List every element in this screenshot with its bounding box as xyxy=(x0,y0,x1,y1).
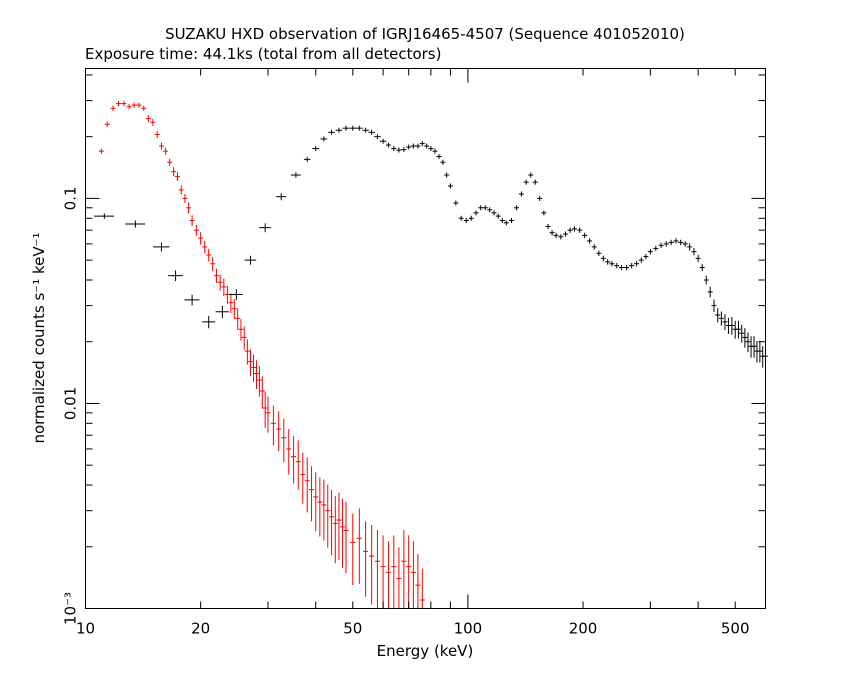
y-tick-label: 0.01 xyxy=(62,387,80,420)
chart-title: SUZAKU HXD observation of IGRJ16465-4507… xyxy=(165,25,685,43)
axes-layer: 10 20 50 100 200 500 0.1 0.01 10⁻³ xyxy=(62,68,766,638)
chart-subtitle: Exposure time: 44.1ks (total from all de… xyxy=(85,45,441,63)
y-tick-label: 0.1 xyxy=(62,186,80,210)
x-tick-label: 200 xyxy=(569,620,598,638)
x-tick-label: 500 xyxy=(721,620,750,638)
x-axis-label: Energy (keV) xyxy=(377,642,474,660)
x-tick-label: 100 xyxy=(454,620,483,638)
x-tick-label: 20 xyxy=(191,620,210,638)
y-axis-label: normalized counts s⁻¹ keV⁻¹ xyxy=(30,232,48,443)
x-tick-label: 10 xyxy=(76,620,95,638)
series-gso xyxy=(94,125,768,368)
plot-frame xyxy=(85,68,766,609)
x-tick-label: 50 xyxy=(343,620,362,638)
series-pin xyxy=(98,100,425,609)
data-series-layer xyxy=(94,100,768,609)
y-tick-label: 10⁻³ xyxy=(62,592,80,625)
